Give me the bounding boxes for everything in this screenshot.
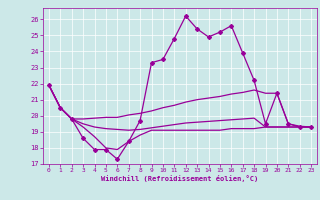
X-axis label: Windchill (Refroidissement éolien,°C): Windchill (Refroidissement éolien,°C) — [101, 175, 259, 182]
